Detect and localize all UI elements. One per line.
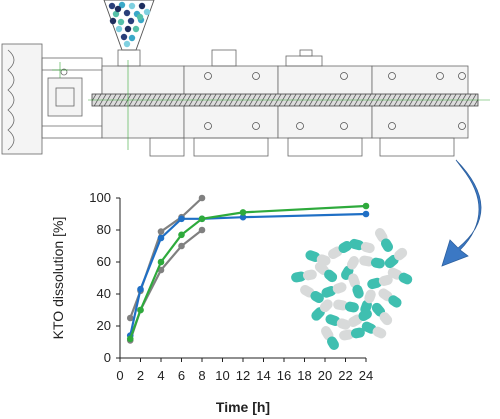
bead [114,5,122,13]
extruder-gearbox [1,43,43,155]
bead [108,2,116,10]
capsule-icon [291,269,317,283]
x-tick-label: 20 [318,368,332,383]
capsule-icon [321,326,339,350]
x-tick-label: 14 [256,368,270,383]
capsule-icon [348,273,364,299]
capsule-icon [333,299,359,313]
hopper-beads [108,1,151,48]
y-tick-label: 0 [104,350,111,365]
x-tick-label: 2 [137,368,144,383]
x-tick-label: 4 [157,368,164,383]
y-tick-label: 60 [97,254,111,269]
capsule-icon [384,247,408,269]
series-4-point [126,335,134,343]
capsule-icon [321,282,347,298]
bead [127,17,135,25]
x-tick-label: 0 [116,368,123,383]
y-ticks: 0 20 40 60 80 100 [89,190,120,365]
series-4-point [239,209,247,216]
y-axis-title: KTO dissolution [%] [50,217,66,340]
series-4-point [198,215,206,223]
y-tick-label: 80 [97,222,111,237]
x-tick-label: 12 [236,368,250,383]
y-tick-label: 20 [97,318,111,333]
x-ticks: 0 2 4 6 8 10 12 14 16 18 20 22 24 [116,358,373,383]
bead [124,25,132,33]
x-tick-label: 8 [198,368,205,383]
series-1-point [198,194,206,202]
bead [115,25,123,33]
series-group [126,194,370,344]
capsule-icon [378,288,402,308]
bead [143,8,151,16]
series-3-point [178,215,185,223]
bead [136,13,144,21]
capsule-icon [339,327,365,341]
capsule-icon [349,238,375,254]
bead [128,34,136,42]
series-4-point [137,306,144,314]
curved-arrow-icon [441,159,482,267]
y-tick-label: 40 [97,286,111,301]
bead [132,25,140,33]
capsule-icon [361,321,387,339]
capsule-icon [371,302,393,326]
capsule-icon [311,299,333,321]
bead [109,17,117,25]
series-4-point [178,231,185,239]
series-3-point [157,234,165,242]
capsule-icon [325,314,351,330]
x-tick-label: 18 [297,368,311,383]
capsule-icon [375,228,393,252]
series-2-point [178,242,185,250]
y-tick-label: 100 [89,190,111,205]
bead [120,33,128,41]
capsule-icon [300,285,324,303]
series-4-point [362,202,370,210]
series-1-point [126,314,134,322]
series-line-1 [129,197,203,319]
capsule-pile [291,228,413,350]
x-tick-label: 16 [277,368,291,383]
series-2-point [198,226,206,234]
extruder-drawing [1,0,490,157]
x-tick-label: 24 [359,368,373,383]
x-tick-label: 10 [215,368,229,383]
x-tick-label: 22 [338,368,352,383]
bead [123,9,131,17]
bead [138,2,146,10]
capsule-icon [328,241,352,259]
series-3-point [362,210,370,218]
capsule-icon [367,274,393,290]
x-axis-title: Time [h] [216,399,270,415]
bead [117,18,125,26]
bead [118,1,126,9]
series-3-point [137,285,144,293]
capsule-icon [387,267,413,285]
capsule-icon [359,255,385,269]
bead [123,40,131,48]
series-3-point [239,213,247,221]
x-tick-label: 6 [178,368,185,383]
bead [112,10,120,18]
bead [128,2,136,10]
series-1-point [157,228,165,235]
capsule-icon [348,309,372,327]
series-4-point [157,258,165,266]
capsule-icon [314,261,338,283]
